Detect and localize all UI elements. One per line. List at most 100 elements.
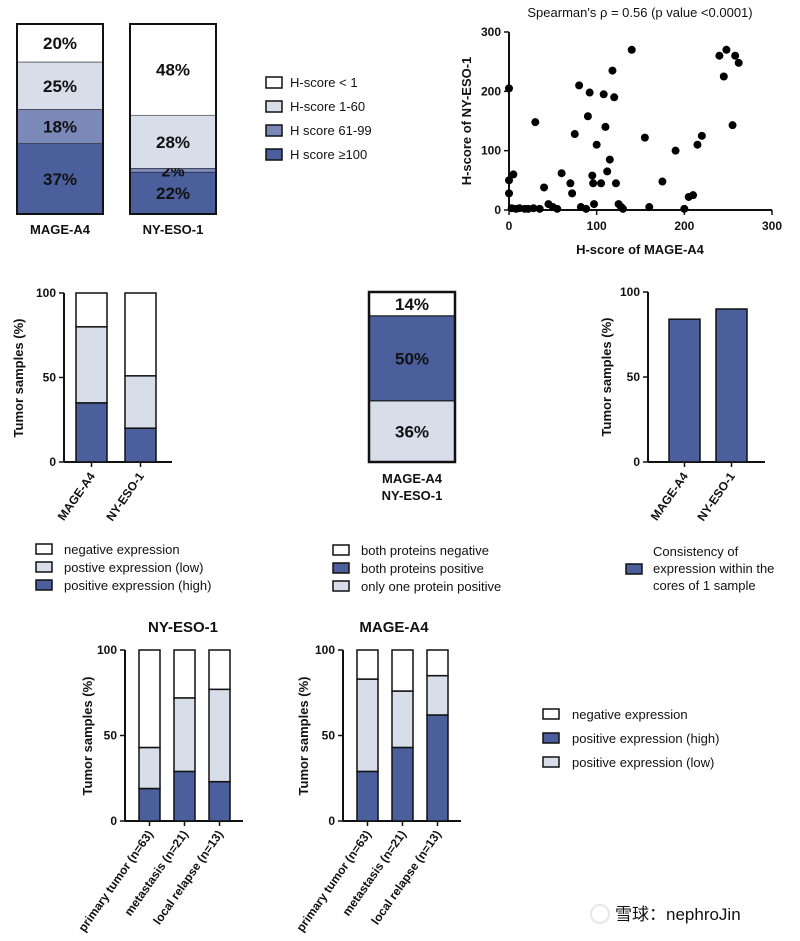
y-tick-label: 100 xyxy=(97,643,117,657)
x-tick-label: 0 xyxy=(506,219,513,233)
scatter-point xyxy=(640,133,649,142)
legend-swatch xyxy=(265,76,283,89)
bar-segment xyxy=(208,649,231,691)
category-label-line: NY-ESO-1 xyxy=(382,488,443,503)
scatter-point xyxy=(728,121,737,130)
bar-segment xyxy=(368,315,456,402)
scatter-point xyxy=(671,146,680,155)
data-label: 48% xyxy=(156,61,190,80)
bar-outline xyxy=(16,23,104,215)
y-axis-label: Tumor samples (%) xyxy=(296,677,311,796)
legend-label: only one protein positive xyxy=(361,579,501,594)
x-axis-label: H-score of MAGE-A4 xyxy=(576,242,705,257)
category-label-line: MAGE-A4 xyxy=(382,471,443,486)
bar-segment xyxy=(356,649,379,680)
bar-segment xyxy=(391,649,414,692)
scatter-point xyxy=(553,204,562,213)
scatter-point xyxy=(505,176,513,185)
scatter-point xyxy=(582,204,591,213)
category-label: NY-ESO-1 xyxy=(143,222,204,237)
legend-swatch xyxy=(265,124,283,137)
legend-label: both proteins positive xyxy=(361,561,484,576)
bar-segment xyxy=(426,714,449,822)
bar-segment xyxy=(138,746,161,790)
consistency-panel: 0 50 100 Tumor samples (%) MAGE-A4 NY-ESO-1 Co… xyxy=(599,285,774,593)
scatter-point xyxy=(693,140,702,149)
scatter-point xyxy=(505,189,513,198)
scatter-point xyxy=(568,189,577,198)
category-label: local relapse (n=13) xyxy=(368,828,444,928)
y-tick-label: 100 xyxy=(36,286,56,300)
category-label: MAGE-A4 xyxy=(648,469,691,523)
legend-label: H-score < 1 xyxy=(290,75,358,90)
scatter-point xyxy=(610,93,619,102)
category-label: MAGE-A4 xyxy=(55,469,98,523)
expression-stacked-panel: 0 50 100 Tumor samples (%) MAGE-A4 NY-ESO-1 ne… xyxy=(11,286,211,593)
bar-outline xyxy=(129,23,217,215)
category-label: metastasis (n=21) xyxy=(122,828,191,919)
scatter-point xyxy=(719,72,728,81)
data-label: 14% xyxy=(395,295,429,314)
legend-label: positive expression (low) xyxy=(572,755,714,770)
scatter-point xyxy=(611,179,620,188)
legend-label: postive expression (low) xyxy=(64,560,203,575)
legend-label: both proteins negative xyxy=(361,543,489,558)
legend-label: H-score 1-60 xyxy=(290,99,365,114)
legend-label: positive expression (high) xyxy=(64,578,211,593)
scatter-point xyxy=(715,51,724,60)
scatter-point xyxy=(570,130,579,139)
scatter-point xyxy=(608,66,617,75)
scatter-point xyxy=(601,122,610,131)
spearman-scatter-panel: Spearman's ρ = 0.56 (p value <0.0001) 0 10… xyxy=(459,5,782,257)
scatter-point xyxy=(592,140,601,149)
bar-segment xyxy=(16,109,104,144)
bar-segment xyxy=(391,746,414,822)
scatter-point xyxy=(597,179,606,188)
scatter-point xyxy=(627,45,636,54)
bar-segment xyxy=(356,678,379,773)
legend-swatch xyxy=(265,100,283,113)
legend-label-line: cores of 1 sample xyxy=(653,578,756,593)
legend-swatch xyxy=(332,562,350,574)
bar-segment xyxy=(173,649,196,699)
scatter-point xyxy=(689,191,698,200)
bar-segment xyxy=(124,292,157,377)
scatter-point xyxy=(509,170,518,179)
scatter-point xyxy=(535,204,544,213)
chart-title: MAGE-A4 xyxy=(359,619,429,636)
category-label: local relapse (n=13) xyxy=(150,828,226,928)
bar-segment xyxy=(391,690,414,749)
data-label: 22% xyxy=(156,184,190,203)
chart-title: NY-ESO-1 xyxy=(148,619,218,636)
bar xyxy=(715,308,748,463)
legend-label-line: expression within the xyxy=(653,561,774,576)
legend-swatch xyxy=(35,543,53,555)
scatter-point xyxy=(734,58,743,67)
y-tick-label: 100 xyxy=(481,144,501,158)
y-tick-label: 200 xyxy=(481,84,501,98)
y-tick-label: 0 xyxy=(49,455,56,469)
legend-label: H score 61-99 xyxy=(290,123,372,138)
x-tick-label: 200 xyxy=(674,219,694,233)
scatter-point xyxy=(540,183,549,192)
scatter-point xyxy=(645,203,654,212)
bar-outline xyxy=(367,290,457,464)
bar-segment xyxy=(138,787,161,822)
scatter-point xyxy=(590,200,599,209)
bar xyxy=(668,318,701,463)
y-tick-label: 0 xyxy=(494,203,501,217)
scatter-point xyxy=(531,118,540,127)
scatter-point xyxy=(680,204,689,213)
scatter-point xyxy=(603,167,612,176)
scatter-point xyxy=(589,179,598,188)
bar-segment xyxy=(426,649,449,677)
category-label: MAGE-A4 xyxy=(30,222,91,237)
legend-swatch xyxy=(265,148,283,161)
scatter-point xyxy=(599,90,608,99)
scatter-point xyxy=(529,204,538,213)
category-label: NY-ESO-1 xyxy=(694,469,738,523)
y-tick-label: 100 xyxy=(315,643,335,657)
y-tick-label: 300 xyxy=(481,25,501,39)
bar-segment xyxy=(75,402,108,463)
